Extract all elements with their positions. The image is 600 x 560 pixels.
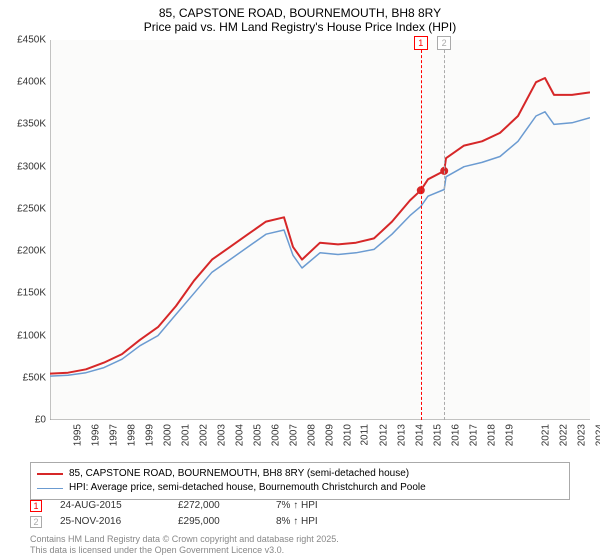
marker-vline [444, 40, 445, 420]
x-tick: 2001 [180, 424, 191, 446]
y-tick: £450K [17, 35, 46, 46]
legend: 85, CAPSTONE ROAD, BOURNEMOUTH, BH8 8RY … [30, 462, 570, 500]
chart-container: 85, CAPSTONE ROAD, BOURNEMOUTH, BH8 8RY … [0, 0, 600, 560]
x-tick: 2007 [288, 424, 299, 446]
x-tick: 2017 [468, 424, 479, 446]
y-tick: £250K [17, 203, 46, 214]
sale-row-1: 2 25-NOV-2016 £295,000 8% ↑ HPI [30, 514, 570, 530]
y-tick: £150K [17, 288, 46, 299]
x-tick: 2013 [396, 424, 407, 446]
x-tick: 2008 [306, 424, 317, 446]
sale-delta-1: 8% ↑ HPI [276, 514, 356, 530]
attribution-line2: This data is licensed under the Open Gov… [30, 545, 339, 556]
sale-date-0: 24-AUG-2015 [60, 498, 160, 514]
y-tick: £200K [17, 246, 46, 257]
attribution-line1: Contains HM Land Registry data © Crown c… [30, 534, 339, 545]
legend-label-0: 85, CAPSTONE ROAD, BOURNEMOUTH, BH8 8RY … [69, 467, 409, 481]
x-tick: 2024 [594, 424, 600, 446]
x-tick: 2012 [378, 424, 389, 446]
x-axis: 1995 1996 1997 1998 1999 2000 2001 2002 2003 2004… [50, 420, 590, 460]
x-tick: 2011 [360, 424, 371, 446]
sale-price-1: £295,000 [178, 514, 258, 530]
y-axis: £0£50K£100K£150K£200K£250K£300K£350K£400… [0, 40, 50, 420]
plot-area: 12 [50, 40, 590, 420]
legend-item-0: 85, CAPSTONE ROAD, BOURNEMOUTH, BH8 8RY … [37, 467, 563, 481]
y-tick: £0 [35, 415, 46, 426]
legend-item-1: HPI: Average price, semi-detached house,… [37, 481, 563, 495]
legend-label-1: HPI: Average price, semi-detached house,… [69, 481, 426, 495]
y-tick: £350K [17, 119, 46, 130]
x-tick: 2021 [540, 424, 551, 446]
x-tick: 2005 [252, 424, 263, 446]
x-tick: 2018 [486, 424, 497, 446]
x-tick: 2014 [414, 424, 425, 446]
marker-vline [421, 40, 422, 420]
attribution: Contains HM Land Registry data © Crown c… [30, 534, 339, 556]
x-tick: 2023 [576, 424, 587, 446]
legend-swatch-0 [37, 473, 63, 475]
x-tick: 2009 [324, 424, 335, 446]
chart-marker-box: 2 [437, 36, 451, 50]
x-tick: 2006 [270, 424, 281, 446]
sale-marker-1: 2 [30, 516, 42, 528]
sale-date-1: 25-NOV-2016 [60, 514, 160, 530]
y-tick: £400K [17, 77, 46, 88]
x-tick: 2004 [234, 424, 245, 446]
x-tick: 2022 [558, 424, 569, 446]
x-tick: 1999 [144, 424, 155, 446]
y-tick: £300K [17, 161, 46, 172]
sale-marker-0: 1 [30, 500, 42, 512]
sale-price-0: £272,000 [178, 498, 258, 514]
chart-svg [50, 40, 590, 420]
x-tick: 2003 [216, 424, 227, 446]
y-tick: £100K [17, 330, 46, 341]
x-tick: 2002 [198, 424, 209, 446]
x-tick: 2015 [432, 424, 443, 446]
chart-marker-box: 1 [414, 36, 428, 50]
x-tick: 1996 [90, 424, 101, 446]
x-tick: 2016 [450, 424, 461, 446]
chart-titles: 85, CAPSTONE ROAD, BOURNEMOUTH, BH8 8RY … [0, 0, 600, 34]
x-tick: 1995 [72, 424, 83, 446]
y-tick: £50K [23, 372, 46, 383]
sales-table: 1 24-AUG-2015 £272,000 7% ↑ HPI 2 25-NOV… [30, 498, 570, 530]
x-tick: 1997 [108, 424, 119, 446]
x-tick: 1998 [126, 424, 137, 446]
title-sub: Price paid vs. HM Land Registry's House … [0, 20, 600, 34]
legend-swatch-1 [37, 488, 63, 489]
x-tick: 2000 [162, 424, 173, 446]
title-main: 85, CAPSTONE ROAD, BOURNEMOUTH, BH8 8RY [0, 6, 600, 20]
x-tick: 2010 [342, 424, 353, 446]
sale-row-0: 1 24-AUG-2015 £272,000 7% ↑ HPI [30, 498, 570, 514]
x-tick: 2019 [504, 424, 515, 446]
sale-delta-0: 7% ↑ HPI [276, 498, 356, 514]
